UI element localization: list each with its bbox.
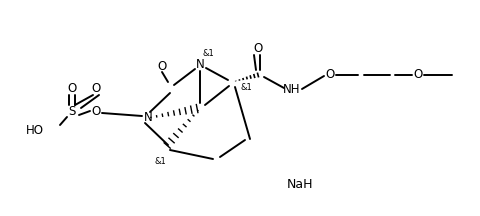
- Text: NaH: NaH: [286, 178, 312, 192]
- Text: O: O: [67, 81, 76, 95]
- Text: &1: &1: [154, 157, 166, 167]
- Text: S: S: [68, 105, 75, 119]
- Text: O: O: [412, 68, 422, 81]
- Text: O: O: [157, 59, 166, 73]
- Text: O: O: [91, 105, 100, 119]
- Text: &1: &1: [202, 49, 214, 59]
- Text: N: N: [144, 111, 152, 124]
- Text: O: O: [253, 41, 262, 54]
- Text: NH: NH: [283, 84, 300, 97]
- Text: &1: &1: [240, 83, 252, 92]
- Text: N: N: [195, 59, 204, 71]
- Text: O: O: [91, 81, 100, 95]
- Text: O: O: [324, 68, 334, 81]
- Text: HO: HO: [26, 124, 44, 137]
